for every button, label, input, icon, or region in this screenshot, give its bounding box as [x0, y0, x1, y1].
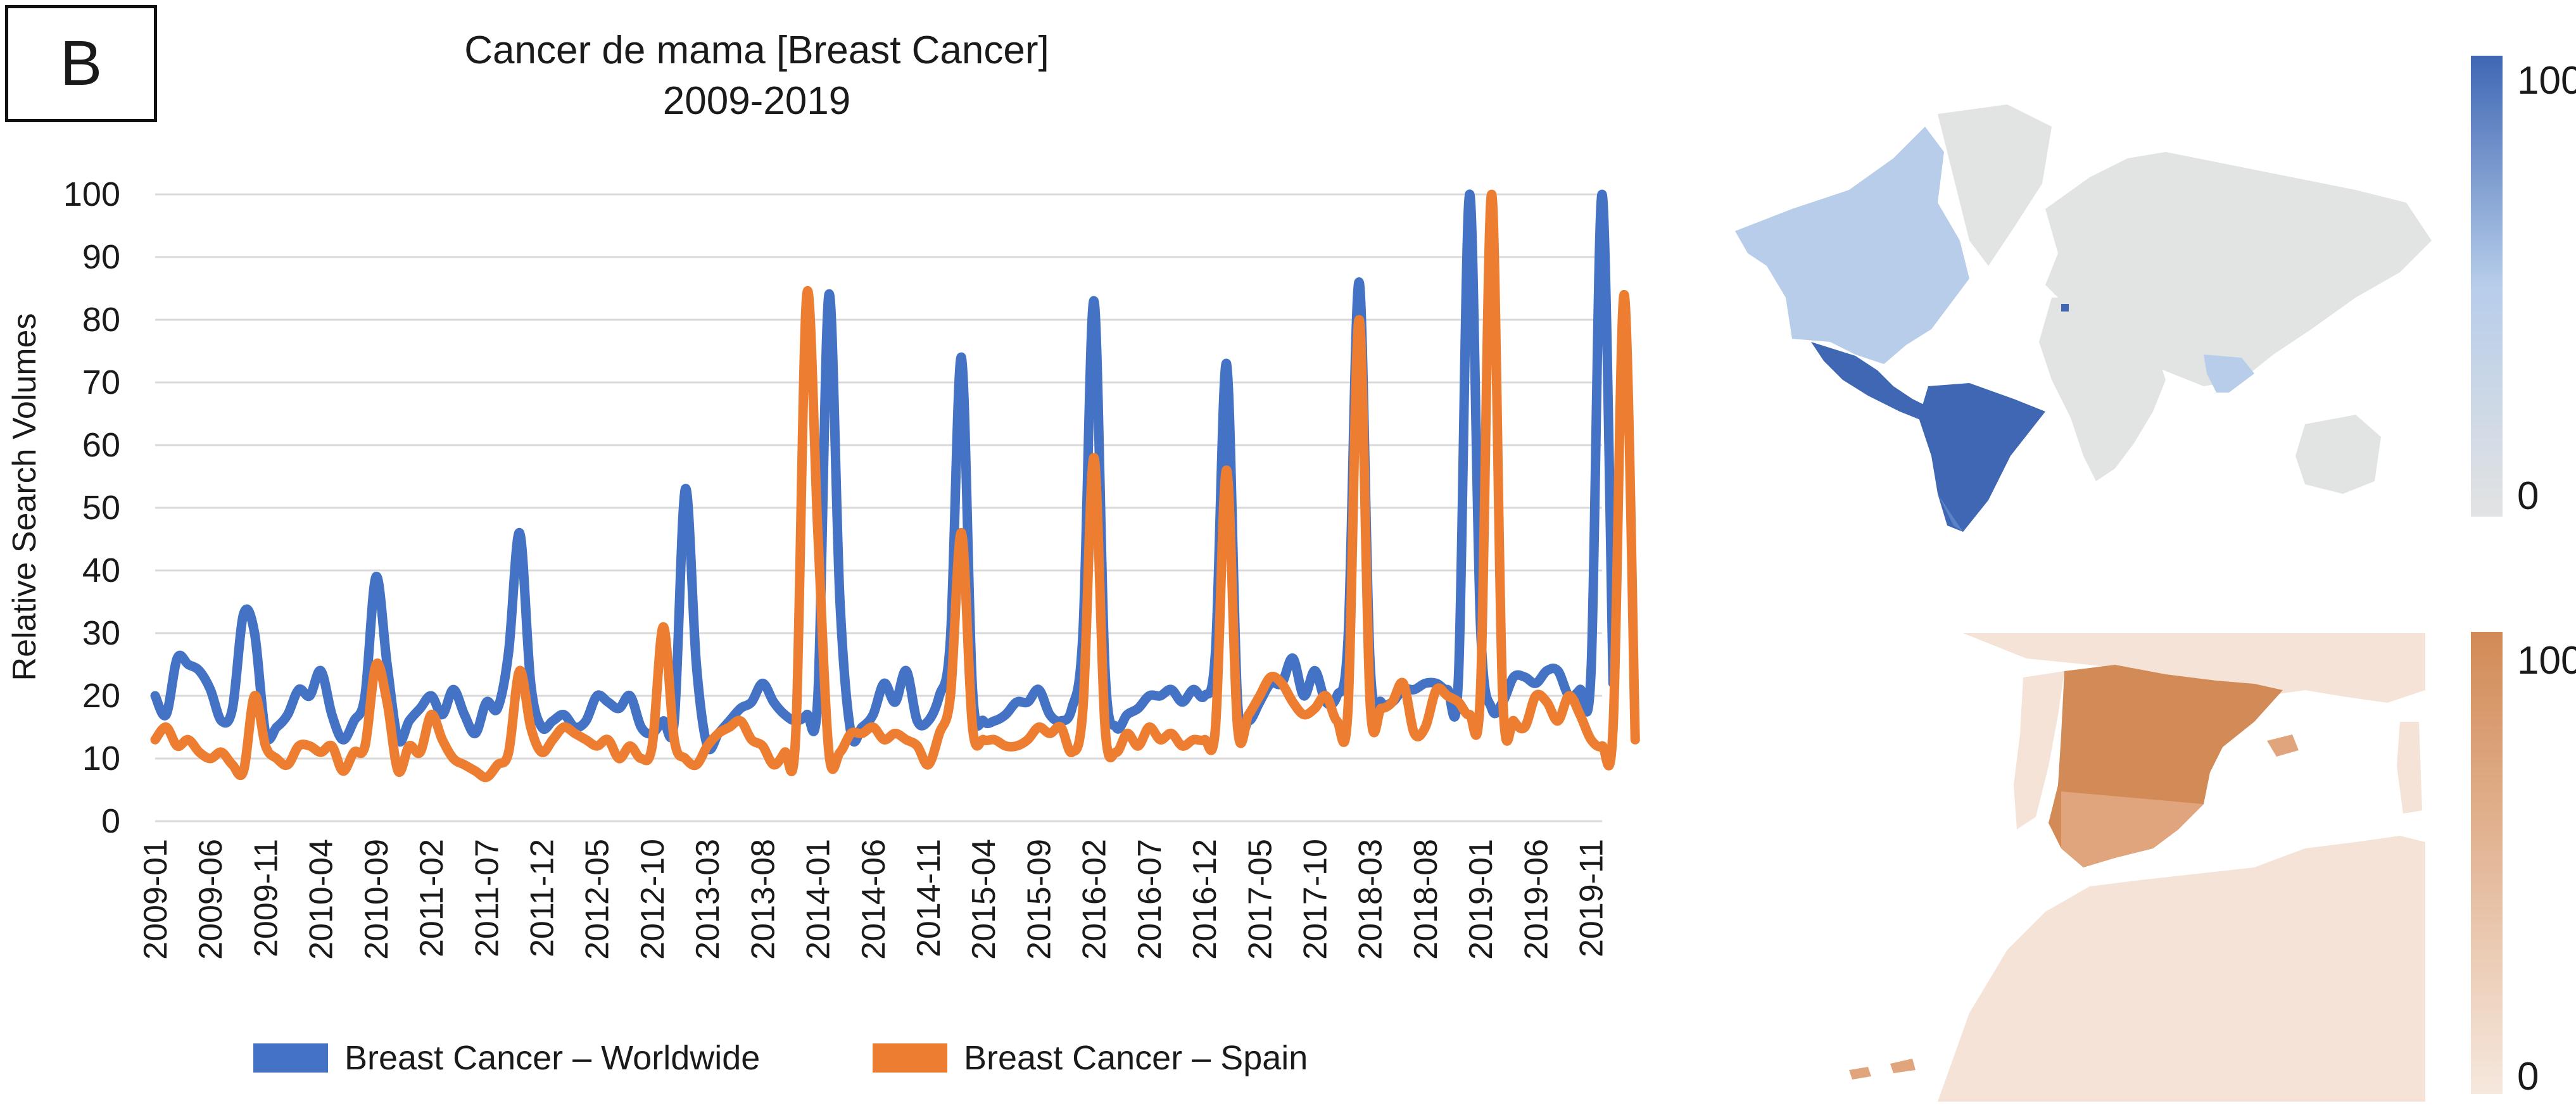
x-tick-label: 2016-12	[1187, 839, 1223, 960]
chart-subtitle: 2009-2019	[662, 79, 851, 123]
legend-item-spain: Breast Cancer – Spain	[873, 1038, 1308, 1078]
legend-swatch-worldwide	[253, 1043, 328, 1073]
x-tick-label: 2013-08	[745, 839, 781, 960]
legend-item-worldwide: Breast Cancer – Worldwide	[253, 1038, 760, 1078]
x-tick-label: 2011-12	[524, 839, 560, 957]
x-tick-labels: 2009-01 2009-06 2009-11 2010-04 2010-09 2011-…	[137, 839, 1610, 960]
legend-swatch-spain	[873, 1043, 947, 1073]
y-tick-label: 50	[82, 489, 120, 527]
x-tick-label: 2016-02	[1076, 839, 1113, 960]
x-tick-label: 2010-09	[358, 839, 395, 960]
y-tick-label: 10	[82, 740, 120, 777]
world-scale-max-label: 100	[2517, 59, 2576, 103]
x-tick-label: 2019-06	[1518, 839, 1555, 960]
y-tick-label: 20	[82, 677, 120, 715]
series-lines	[150, 189, 1640, 783]
y-axis-label: Relative Search Volumes	[6, 313, 43, 681]
legend-label-spain: Breast Cancer – Spain	[964, 1039, 1308, 1077]
x-tick-label: 2010-04	[303, 839, 340, 960]
series-line-spain	[150, 189, 1640, 783]
chart-title: Cancer de mama [Breast Cancer]	[464, 28, 1049, 72]
x-tick-label: 2019-01	[1463, 839, 1500, 960]
x-tick-label: 2018-03	[1353, 839, 1389, 960]
x-tick-label: 2014-06	[856, 839, 892, 960]
x-tick-label: 2015-09	[1021, 839, 1058, 960]
x-tick-label: 2018-08	[1408, 839, 1444, 960]
x-tick-label: 2019-11	[1574, 839, 1610, 957]
x-tick-label: 2012-05	[579, 839, 616, 960]
x-tick-label: 2014-11	[911, 839, 947, 957]
y-tick-label: 40	[82, 551, 120, 589]
x-tick-label: 2011-07	[469, 839, 505, 957]
panel-label: B	[5, 5, 157, 122]
world-scale-min-label: 0	[2517, 474, 2539, 518]
x-tick-label: 2015-04	[966, 839, 1002, 960]
y-tick-label: 100	[63, 175, 120, 213]
y-tick-label: 90	[82, 238, 120, 276]
x-tick-label: 2017-10	[1297, 839, 1334, 960]
x-tick-label: 2012-10	[635, 839, 671, 960]
x-tick-label: 2009-01	[137, 839, 174, 960]
y-tick-labels: 0 10 20 30 40 50 60 70 80 90 100	[63, 175, 120, 840]
legend-label-worldwide: Breast Cancer – Worldwide	[344, 1039, 761, 1077]
x-tick-label: 2011-02	[414, 839, 450, 957]
y-tick-label: 30	[82, 614, 120, 652]
spain-scale-max-label: 100	[2517, 639, 2576, 683]
y-tick-label: 60	[82, 426, 120, 464]
y-tick-label: 80	[82, 301, 120, 339]
x-tick-label: 2016-07	[1132, 839, 1168, 960]
x-tick-label: 2009-06	[193, 839, 229, 960]
y-tick-label: 70	[82, 363, 120, 401]
y-tick-label: 0	[101, 802, 120, 840]
x-tick-label: 2014-01	[800, 839, 837, 960]
x-tick-label: 2009-11	[248, 839, 284, 957]
x-tick-label: 2013-03	[690, 839, 726, 960]
x-tick-label: 2017-05	[1242, 839, 1279, 960]
spain-scale-min-label: 0	[2517, 1055, 2539, 1099]
